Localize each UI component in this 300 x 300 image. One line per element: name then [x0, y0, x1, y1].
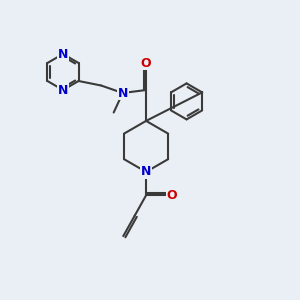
Text: O: O [141, 56, 152, 70]
Text: N: N [58, 47, 68, 61]
Text: N: N [118, 86, 128, 100]
Text: N: N [58, 83, 68, 97]
Text: N: N [141, 165, 151, 178]
Text: O: O [167, 189, 177, 202]
